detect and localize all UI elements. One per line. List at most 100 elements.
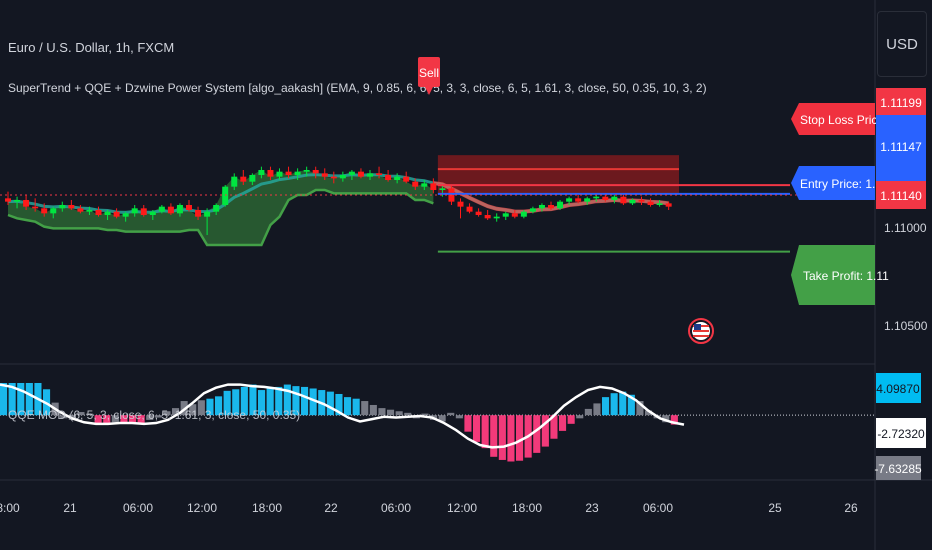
osc-bar bbox=[395, 411, 403, 416]
candle bbox=[575, 195, 582, 204]
oscillator-legend[interactable]: QQE MOD (6, 5, 3, close, 6, 5, 1.61, 3, … bbox=[8, 408, 300, 422]
osc-bar bbox=[541, 415, 549, 447]
osc-bar bbox=[662, 415, 670, 423]
candle bbox=[593, 195, 600, 202]
osc-bar bbox=[464, 415, 472, 432]
sell-signal-marker: Sell bbox=[418, 57, 440, 95]
osc-bar bbox=[111, 415, 119, 423]
osc-badge-lower-bg bbox=[876, 456, 921, 480]
candle bbox=[557, 200, 564, 210]
candle bbox=[158, 205, 165, 214]
time-label: 18:00 bbox=[252, 501, 282, 515]
osc-bar bbox=[498, 415, 506, 460]
osc-bar bbox=[86, 413, 94, 416]
osc-bar bbox=[17, 382, 25, 416]
osc-bar bbox=[352, 398, 360, 416]
osc-bar bbox=[146, 415, 154, 420]
entry-text: Entry Price: 1.111 bbox=[800, 177, 894, 191]
osc-badge-line: -2.72320 bbox=[876, 418, 926, 448]
candle bbox=[86, 206, 93, 215]
time-label: 06:00 bbox=[123, 501, 153, 515]
qqe-line bbox=[0, 383, 685, 449]
osc-bar bbox=[447, 412, 455, 416]
osc-bar bbox=[576, 415, 584, 419]
osc-bar bbox=[197, 400, 205, 416]
osc-bar bbox=[60, 415, 68, 419]
symbol-title[interactable]: Euro / U.S. Dollar, 1h, FXCM bbox=[8, 40, 174, 55]
us-flag-event-icon[interactable] bbox=[688, 318, 714, 344]
candle bbox=[240, 170, 247, 185]
candle bbox=[213, 203, 220, 215]
indicator-legend[interactable]: SuperTrend + QQE + Dzwine Power System [… bbox=[8, 81, 707, 95]
candle bbox=[113, 208, 120, 219]
osc-badge-upper: 4.09870 bbox=[876, 373, 921, 403]
osc-bar bbox=[593, 403, 601, 416]
candle bbox=[394, 173, 401, 184]
osc-badge-upper-bg bbox=[876, 373, 921, 403]
osc-bar bbox=[292, 386, 300, 416]
osc-bar bbox=[670, 415, 678, 425]
candle bbox=[457, 198, 464, 219]
time-label: 23 bbox=[585, 501, 599, 515]
price-badge-stop-loss: 1.11199 bbox=[876, 88, 926, 115]
osc-bar bbox=[189, 404, 197, 416]
candle bbox=[412, 178, 419, 190]
candle bbox=[385, 170, 392, 182]
osc-bar bbox=[473, 415, 481, 442]
osc-bar bbox=[378, 408, 386, 416]
candle bbox=[665, 201, 672, 210]
osc-bar bbox=[223, 390, 231, 416]
candle bbox=[231, 173, 238, 190]
candle bbox=[330, 171, 337, 184]
candle bbox=[59, 201, 66, 212]
candle bbox=[548, 201, 554, 210]
sell-signal-label: Sell bbox=[419, 66, 439, 80]
osc-bar bbox=[8, 382, 16, 416]
candle bbox=[629, 198, 636, 205]
time-label: 8:00 bbox=[0, 501, 20, 515]
price-tick-1.10500: 1.10500 bbox=[884, 319, 928, 333]
osc-bar bbox=[567, 415, 575, 424]
price-badge-stop-loss-text: 1.11199 bbox=[880, 96, 922, 110]
time-label: 06:00 bbox=[381, 501, 411, 515]
candle bbox=[466, 203, 473, 214]
osc-bar bbox=[335, 393, 343, 416]
candle bbox=[285, 166, 292, 179]
osc-bar bbox=[129, 415, 137, 424]
candle bbox=[176, 203, 183, 217]
osc-bar bbox=[490, 415, 498, 457]
candle bbox=[367, 170, 373, 180]
time-label: 12:00 bbox=[187, 501, 217, 515]
candle bbox=[339, 171, 346, 182]
osc-bar bbox=[602, 397, 610, 416]
candle bbox=[348, 170, 355, 180]
candle bbox=[186, 200, 192, 212]
candle bbox=[376, 166, 383, 179]
osc-badge-lower-text: -7.63285 bbox=[874, 462, 922, 476]
time-label: 06:00 bbox=[643, 501, 673, 515]
candle bbox=[41, 203, 48, 217]
osc-bar bbox=[481, 415, 489, 449]
candle bbox=[149, 210, 156, 220]
candle bbox=[484, 210, 491, 220]
osc-bar bbox=[240, 386, 248, 416]
candle bbox=[5, 191, 11, 205]
price-tick-1.11000: 1.11000 bbox=[884, 221, 927, 235]
osc-bar bbox=[77, 412, 85, 416]
candle bbox=[104, 210, 111, 220]
stop-loss-text: Stop Loss Price: 1. bbox=[800, 113, 901, 127]
candle bbox=[511, 210, 518, 219]
osc-bar bbox=[25, 382, 33, 416]
time-label: 18:00 bbox=[512, 501, 542, 515]
candle bbox=[584, 196, 591, 205]
candle bbox=[258, 166, 265, 179]
candle bbox=[620, 193, 627, 205]
sell-signal-pointer bbox=[425, 87, 433, 95]
currency-button[interactable]: USD bbox=[877, 11, 927, 77]
stop-loss-label: Stop Loss Price: 1. bbox=[791, 103, 901, 135]
candle bbox=[493, 213, 500, 222]
candle bbox=[303, 166, 310, 177]
take-profit-label: Take Profit: 1.11 bbox=[791, 245, 889, 305]
osc-bar bbox=[344, 397, 352, 416]
